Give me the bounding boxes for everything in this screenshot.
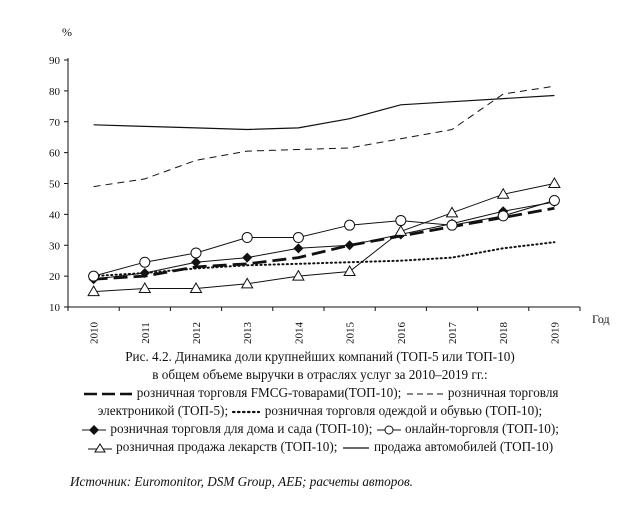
legend-swatch-dotted <box>232 410 261 414</box>
point-online <box>548 194 560 206</box>
point-home <box>242 252 253 263</box>
series-markers <box>87 177 561 297</box>
x-tick-label: 2014 <box>293 322 305 345</box>
point-online <box>395 215 407 227</box>
legend-pharma: розничная продажа лекарств (ТОП-10); <box>116 439 338 454</box>
figure-caption: Рис. 4.2. Динамика доли крупнейших компа… <box>0 348 640 456</box>
x-tick-label: 2018 <box>498 322 510 345</box>
legend-line-4: розничная продажа лекарств (ТОП-10); про… <box>0 438 640 456</box>
x-tick-label: 2010 <box>89 322 101 345</box>
point-pharma <box>138 281 152 293</box>
y-tick-label: 70 <box>49 117 61 129</box>
point-home <box>191 257 201 268</box>
caption-title-line-2: в общем объеме выручки в отраслях услуг … <box>152 367 488 382</box>
point-pharma <box>189 281 203 293</box>
legend-swatch-solid <box>342 447 369 449</box>
x-tick-label: 2012 <box>191 322 203 344</box>
legend-fmcg: розничная торговля FMCG-товарами(ТОП-10)… <box>136 385 402 400</box>
legend-auto: продажа автомобилей (ТОП-10) <box>374 439 554 454</box>
y-axis-unit-label: % <box>62 25 72 39</box>
legend-swatch-dashed <box>406 393 443 395</box>
point-online <box>446 219 458 231</box>
point-pharma <box>548 177 561 188</box>
point-home <box>293 243 304 254</box>
series-line-fmcg <box>93 206 555 281</box>
x-tick-label: 2015 <box>345 322 357 345</box>
point-home <box>139 268 150 279</box>
point-online <box>190 247 202 259</box>
point-online <box>344 219 356 231</box>
point-pharma <box>87 285 100 297</box>
x-tick-label: 2013 <box>242 322 254 345</box>
y-tick-label: 80 <box>49 86 61 98</box>
point-online <box>497 210 509 222</box>
legend-home: розничная торговля для дома и сада (ТОП-… <box>110 421 373 436</box>
point-online <box>292 232 304 244</box>
y-tick-label: 40 <box>49 209 61 221</box>
point-online <box>241 232 253 244</box>
x-axis-label: Год <box>592 312 610 326</box>
legend-line-3: розничная торговля для дома и сада (ТОП-… <box>0 420 640 438</box>
y-tick-label: 90 <box>49 55 61 67</box>
legend-electronics-part1: розничная торговля <box>447 385 559 400</box>
y-tick-label: 20 <box>49 271 61 283</box>
series-lines <box>92 85 556 293</box>
y-tick-label: 10 <box>49 302 61 314</box>
point-online <box>88 270 100 282</box>
y-tick-label: 60 <box>49 148 61 160</box>
y-tick-label: 30 <box>49 240 61 252</box>
series-line-clothing <box>92 241 556 278</box>
legend-electronics-part2: электроникой (ТОП-5); <box>97 403 229 418</box>
series-line-online <box>93 200 555 277</box>
x-axis-ticks: 2010 2011 2012 2013 2014 2015 2016 2017 2018 2019 <box>67 307 581 345</box>
series-line-electronics <box>93 85 555 188</box>
x-tick-label: 2017 <box>447 322 459 345</box>
point-online <box>139 256 151 268</box>
legend-line-1: розничная торговля FMCG-товарами(ТОП-10)… <box>0 384 640 402</box>
x-tick-label: 2011 <box>140 322 152 344</box>
point-pharma <box>343 264 356 276</box>
y-tick-label: 50 <box>49 179 61 191</box>
legend-swatch-circle <box>376 425 401 435</box>
y-axis-ticks: 10 20 30 40 50 60 70 80 90 <box>49 55 68 314</box>
legend-clothing: розничная торговля одеждой и обувью (ТОП… <box>264 403 543 418</box>
legend-swatch-triangle <box>87 443 112 453</box>
legend-line-2: электроникой (ТОП-5); розничная торговля… <box>0 402 640 420</box>
series-line-auto <box>93 94 555 131</box>
point-pharma <box>394 224 408 236</box>
legend-swatch-long-dash <box>83 392 132 396</box>
point-pharma <box>292 269 305 281</box>
x-tick-label: 2019 <box>549 322 561 345</box>
source-note: Источник: Euromonitor, DSM Group, АЕБ; р… <box>70 474 413 489</box>
point-pharma <box>496 187 510 199</box>
legend-swatch-diamond <box>82 424 107 435</box>
point-pharma <box>240 277 254 289</box>
legend-online: онлайн-торговля (ТОП-10); <box>404 421 559 436</box>
caption-title-line-1: Рис. 4.2. Динамика доли крупнейших компа… <box>125 349 515 364</box>
point-pharma <box>445 206 459 218</box>
series-line-pharma <box>93 183 555 293</box>
x-tick-label: 2016 <box>396 322 408 345</box>
point-home <box>344 240 355 251</box>
series-line-home <box>93 201 555 280</box>
